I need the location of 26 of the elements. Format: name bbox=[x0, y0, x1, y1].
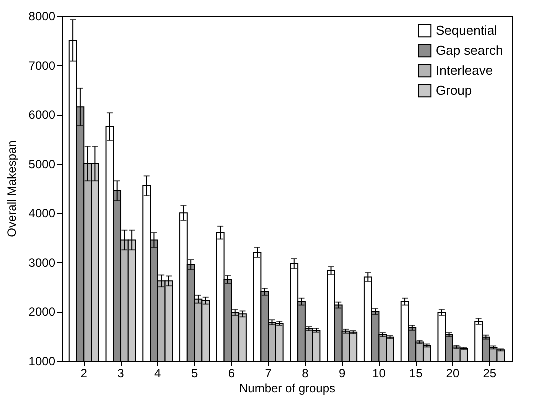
x-tick-label: 10 bbox=[372, 366, 386, 380]
y-tick-label: 5000 bbox=[28, 157, 56, 172]
legend-label: Gap search bbox=[436, 43, 504, 58]
legend-label: Sequential bbox=[436, 23, 498, 38]
y-axis-title: Overall Makespan bbox=[4, 140, 19, 238]
y-tick-label: 7000 bbox=[28, 58, 56, 73]
x-tick-label: 8 bbox=[302, 366, 310, 380]
x-tick-label: 5 bbox=[191, 366, 198, 380]
x-tick-label: 2 bbox=[80, 366, 88, 380]
x-tick-label: 25 bbox=[483, 366, 497, 380]
x-tick-label: 3 bbox=[118, 366, 125, 380]
legend-label: Interleave bbox=[436, 63, 494, 78]
y-tick-label: 1000 bbox=[28, 354, 56, 368]
legend-label: Group bbox=[436, 83, 472, 98]
y-tick-label: 8000 bbox=[28, 10, 56, 24]
y-tick-label: 3000 bbox=[28, 256, 56, 270]
x-axis-title: Number of groups bbox=[239, 382, 336, 396]
x-tick-label: 20 bbox=[446, 366, 460, 380]
y-tick-label: 6000 bbox=[28, 108, 56, 122]
x-tick-label: 6 bbox=[228, 366, 236, 380]
y-tick-label: 4000 bbox=[28, 206, 56, 221]
x-tick-label: 7 bbox=[265, 366, 272, 380]
y-tick-label: 2000 bbox=[28, 305, 56, 320]
x-tick-label: 4 bbox=[154, 366, 162, 380]
x-tick-label: 9 bbox=[338, 366, 346, 380]
x-tick-label: 15 bbox=[409, 366, 424, 380]
